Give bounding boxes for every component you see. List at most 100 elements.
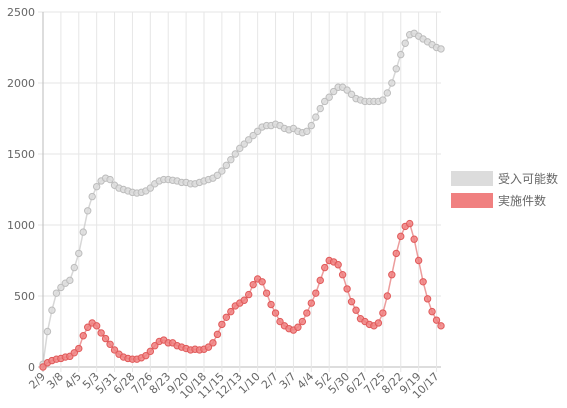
data-point [236, 144, 244, 153]
data-point [151, 342, 159, 350]
data-point [110, 346, 119, 354]
legend-label: 受入可能数 [498, 171, 558, 186]
data-point [70, 349, 79, 357]
data-point [43, 327, 52, 336]
data-point [303, 127, 311, 135]
y-tick-label: 0 [28, 361, 35, 374]
data-point [392, 65, 400, 73]
data-point [432, 316, 441, 324]
legend-label: 実施件数 [498, 193, 546, 208]
data-point [428, 307, 436, 316]
data-point [262, 289, 271, 297]
data-point [222, 313, 231, 321]
data-point [231, 150, 239, 158]
data-point [303, 309, 311, 317]
y-tick-label: 2000 [7, 77, 35, 90]
data-point [204, 343, 213, 351]
data-point [423, 295, 432, 303]
data-point [106, 175, 114, 184]
data-point [101, 334, 110, 343]
data-point [392, 249, 400, 258]
data-point [374, 319, 383, 327]
data-point [97, 329, 105, 337]
data-point [383, 292, 392, 300]
data-point [316, 276, 324, 285]
data-point [106, 340, 114, 348]
y-tick-label: 1500 [7, 148, 35, 161]
data-point [343, 285, 351, 293]
data-point [338, 271, 347, 279]
data-point [209, 339, 217, 347]
data-point [70, 263, 79, 272]
data-point [92, 322, 101, 330]
data-point [240, 140, 248, 148]
data-point [419, 278, 427, 286]
data-point [245, 136, 253, 144]
data-point [312, 113, 320, 121]
data-point [146, 184, 155, 192]
data-point [276, 317, 284, 326]
data-point [414, 256, 423, 265]
data-point [294, 323, 302, 331]
data-point [352, 306, 360, 314]
data-point [258, 278, 266, 286]
data-point [437, 322, 445, 330]
data-point [267, 300, 275, 309]
legend-swatch [451, 193, 493, 208]
data-point [325, 93, 333, 101]
data-point [48, 306, 56, 314]
data-point [334, 261, 342, 269]
data-point [329, 87, 338, 96]
data-point [298, 317, 307, 326]
data-point [401, 39, 409, 47]
data-point [79, 228, 87, 236]
data-point [66, 276, 74, 285]
data-point [410, 235, 418, 243]
data-point [57, 283, 65, 292]
data-point [379, 309, 387, 317]
data-point [316, 104, 324, 113]
data-point [75, 344, 83, 353]
data-point [213, 330, 222, 339]
data-point [146, 347, 155, 356]
data-point [249, 131, 257, 140]
data-point [321, 97, 329, 106]
data-point [240, 296, 248, 304]
data-point [213, 171, 222, 180]
data-point [245, 290, 253, 299]
data-point [249, 280, 257, 289]
data-point [227, 307, 235, 316]
data-point [379, 96, 387, 104]
series-line [42, 222, 442, 368]
data-point [397, 232, 405, 241]
legend-swatch [451, 171, 493, 186]
data-point [39, 363, 47, 371]
y-tick-label: 500 [14, 290, 35, 303]
data-point [347, 90, 356, 99]
data-point [388, 271, 396, 279]
data-point [383, 89, 392, 97]
y-tick-label: 2500 [7, 6, 35, 19]
data-point [397, 50, 405, 59]
data-point [79, 332, 87, 340]
data-point [218, 167, 226, 175]
y-tick-label: 1000 [7, 219, 35, 232]
data-point [227, 155, 235, 164]
data-point [75, 249, 83, 258]
data-point [84, 323, 92, 331]
data-point [312, 289, 320, 297]
data-point [271, 309, 280, 317]
data-point [253, 127, 262, 135]
data-point [84, 207, 92, 215]
data-point [321, 263, 329, 272]
data-point [347, 297, 356, 306]
data-point [343, 86, 351, 94]
data-point [52, 289, 61, 297]
data-point [437, 45, 445, 53]
data-point [142, 351, 150, 360]
data-point [88, 192, 96, 201]
data-point [92, 182, 101, 191]
data-point [405, 219, 414, 228]
data-point [222, 161, 231, 170]
